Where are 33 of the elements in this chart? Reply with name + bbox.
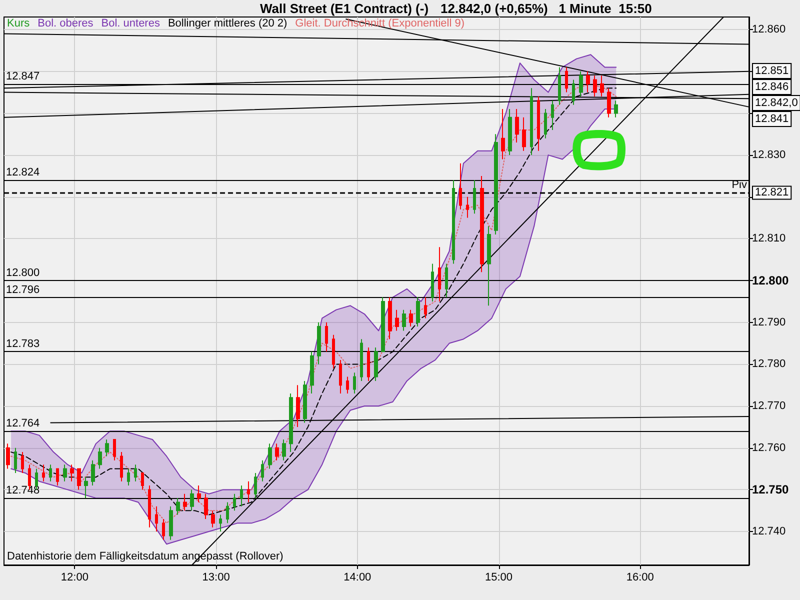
y-tick-label: 12.830 xyxy=(752,149,786,162)
y-tick-label: 12.810 xyxy=(752,232,786,245)
ref-line-label: 12.821 xyxy=(755,186,789,199)
text: Bollinger mittleres (20 2) xyxy=(168,18,288,30)
x-tick-label: 16:00 xyxy=(626,572,654,584)
y-tick-label: 12.780 xyxy=(752,358,786,370)
ref-line-label: 12.847 xyxy=(6,70,40,82)
y-tick-label: 12.860 xyxy=(752,24,786,36)
text: 12.842,0 xyxy=(755,97,798,109)
text: Kurs xyxy=(7,18,30,30)
text: 12.851 xyxy=(755,65,789,77)
y-tick-label: 12.750 xyxy=(752,482,790,497)
ref-line-label: 12.824 xyxy=(6,166,40,179)
text: Bol. unteres xyxy=(101,18,160,30)
ref-line-label: 12.748 xyxy=(6,484,40,497)
x-tick-label: 13:00 xyxy=(202,572,230,584)
y-tick-label: 12.760 xyxy=(752,442,786,454)
text: 12.846 xyxy=(755,81,789,93)
x-tick-label: 12:00 xyxy=(60,572,88,584)
chart-subtitle: 12.842,0 (+0,65%) 1 Minute 15:50 xyxy=(440,1,652,16)
x-tick-label: 15:00 xyxy=(485,572,513,584)
ref-line-label: 12.800 xyxy=(6,267,40,280)
x-tick-label: 14:00 xyxy=(344,572,372,584)
text: Bol. oberes xyxy=(38,18,94,30)
text: 12.841 xyxy=(755,113,789,125)
chart-title: Wall Street (E1 Contract) (-) xyxy=(260,1,429,16)
ref-line-label: 12.764 xyxy=(6,418,40,430)
y-tick-label: 12.770 xyxy=(752,400,786,412)
y-tick-label: 12.800 xyxy=(752,274,790,288)
ref-line-label: 12.783 xyxy=(6,338,40,350)
y-tick-label: 12.740 xyxy=(752,526,786,538)
ref-line-label: 12.796 xyxy=(6,284,40,296)
y-tick-label: 12.790 xyxy=(752,316,786,328)
